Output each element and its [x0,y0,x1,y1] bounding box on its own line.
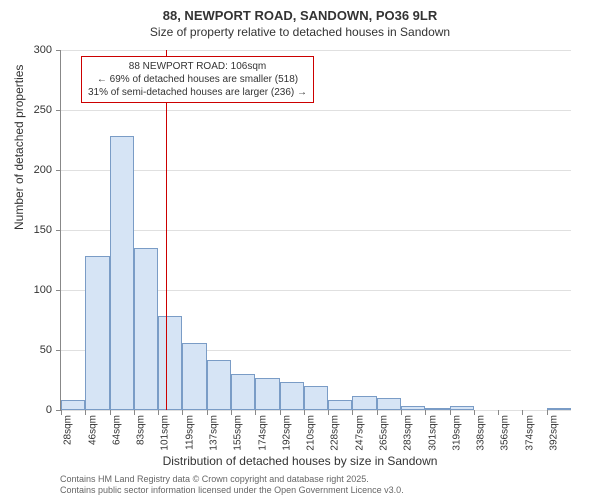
histogram-bar [304,386,328,410]
histogram-bar [352,396,376,410]
annotation-box: 88 NEWPORT ROAD: 106sqm← 69% of detached… [81,56,314,103]
ytick-label: 150 [12,224,52,236]
xtick-label: 174sqm [257,415,268,451]
xtick-label: 83sqm [136,415,147,445]
histogram-bar [401,406,425,410]
chart-container: 88, NEWPORT ROAD, SANDOWN, PO36 9LR Size… [0,0,600,500]
xtick-mark [352,410,353,415]
xtick-label: 46sqm [87,415,98,445]
ytick-label: 200 [12,164,52,176]
xtick-label: 137sqm [209,415,220,451]
histogram-bar [158,316,182,410]
xtick-label: 192sqm [281,415,292,451]
histogram-bar [231,374,255,410]
x-axis-label: Distribution of detached houses by size … [0,454,600,468]
histogram-bar [280,382,304,410]
ytick-mark [56,50,61,51]
xtick-mark [255,410,256,415]
footer-line-2: Contains public sector information licen… [60,485,404,496]
ytick-mark [56,350,61,351]
histogram-bar [110,136,134,410]
histogram-bar [182,343,206,410]
xtick-label: 101sqm [160,415,171,451]
xtick-mark [85,410,86,415]
histogram-bar [61,400,85,410]
chart-footer: Contains HM Land Registry data © Crown c… [60,474,404,496]
xtick-mark [280,410,281,415]
ytick-mark [56,230,61,231]
ytick-label: 300 [12,44,52,56]
xtick-label: 64sqm [111,415,122,445]
histogram-bar [134,248,158,410]
xtick-label: 155sqm [233,415,244,451]
histogram-bar [450,406,474,410]
histogram-bar [85,256,109,410]
xtick-mark [425,410,426,415]
xtick-mark [450,410,451,415]
histogram-bar [207,360,231,410]
gridline [61,110,571,111]
ytick-mark [56,110,61,111]
y-axis-label: Number of detached properties [12,65,26,230]
xtick-mark [522,410,523,415]
gridline [61,170,571,171]
ytick-label: 100 [12,284,52,296]
ytick-mark [56,170,61,171]
xtick-label: 265sqm [379,415,390,451]
xtick-label: 228sqm [330,415,341,451]
xtick-mark [110,410,111,415]
xtick-label: 301sqm [427,415,438,451]
histogram-bar [425,408,449,410]
xtick-label: 28sqm [63,415,74,445]
annotation-line: ← 69% of detached houses are smaller (51… [88,73,307,86]
xtick-label: 392sqm [549,415,560,451]
gridline [61,410,571,411]
ytick-label: 250 [12,104,52,116]
gridline [61,50,571,51]
annotation-line: 88 NEWPORT ROAD: 106sqm [88,60,307,73]
xtick-label: 247sqm [354,415,365,451]
xtick-label: 374sqm [524,415,535,451]
histogram-bar [547,408,571,410]
xtick-label: 338sqm [476,415,487,451]
chart-plot-area: 28sqm46sqm64sqm83sqm101sqm119sqm137sqm15… [60,50,570,410]
histogram-bar [328,400,352,410]
footer-line-1: Contains HM Land Registry data © Crown c… [60,474,404,485]
reference-line [166,50,167,410]
annotation-line: 31% of semi-detached houses are larger (… [88,86,307,99]
chart-title-sub: Size of property relative to detached ho… [0,23,600,39]
xtick-label: 283sqm [403,415,414,451]
gridline [61,230,571,231]
xtick-mark [182,410,183,415]
xtick-label: 319sqm [451,415,462,451]
xtick-label: 119sqm [184,415,195,450]
histogram-bar [255,378,279,410]
histogram-bar [377,398,401,410]
chart-title-main: 88, NEWPORT ROAD, SANDOWN, PO36 9LR [0,0,600,23]
xtick-label: 356sqm [500,415,511,451]
xtick-label: 210sqm [306,415,317,451]
ytick-label: 50 [12,344,52,356]
ytick-mark [56,290,61,291]
ytick-label: 0 [12,404,52,416]
